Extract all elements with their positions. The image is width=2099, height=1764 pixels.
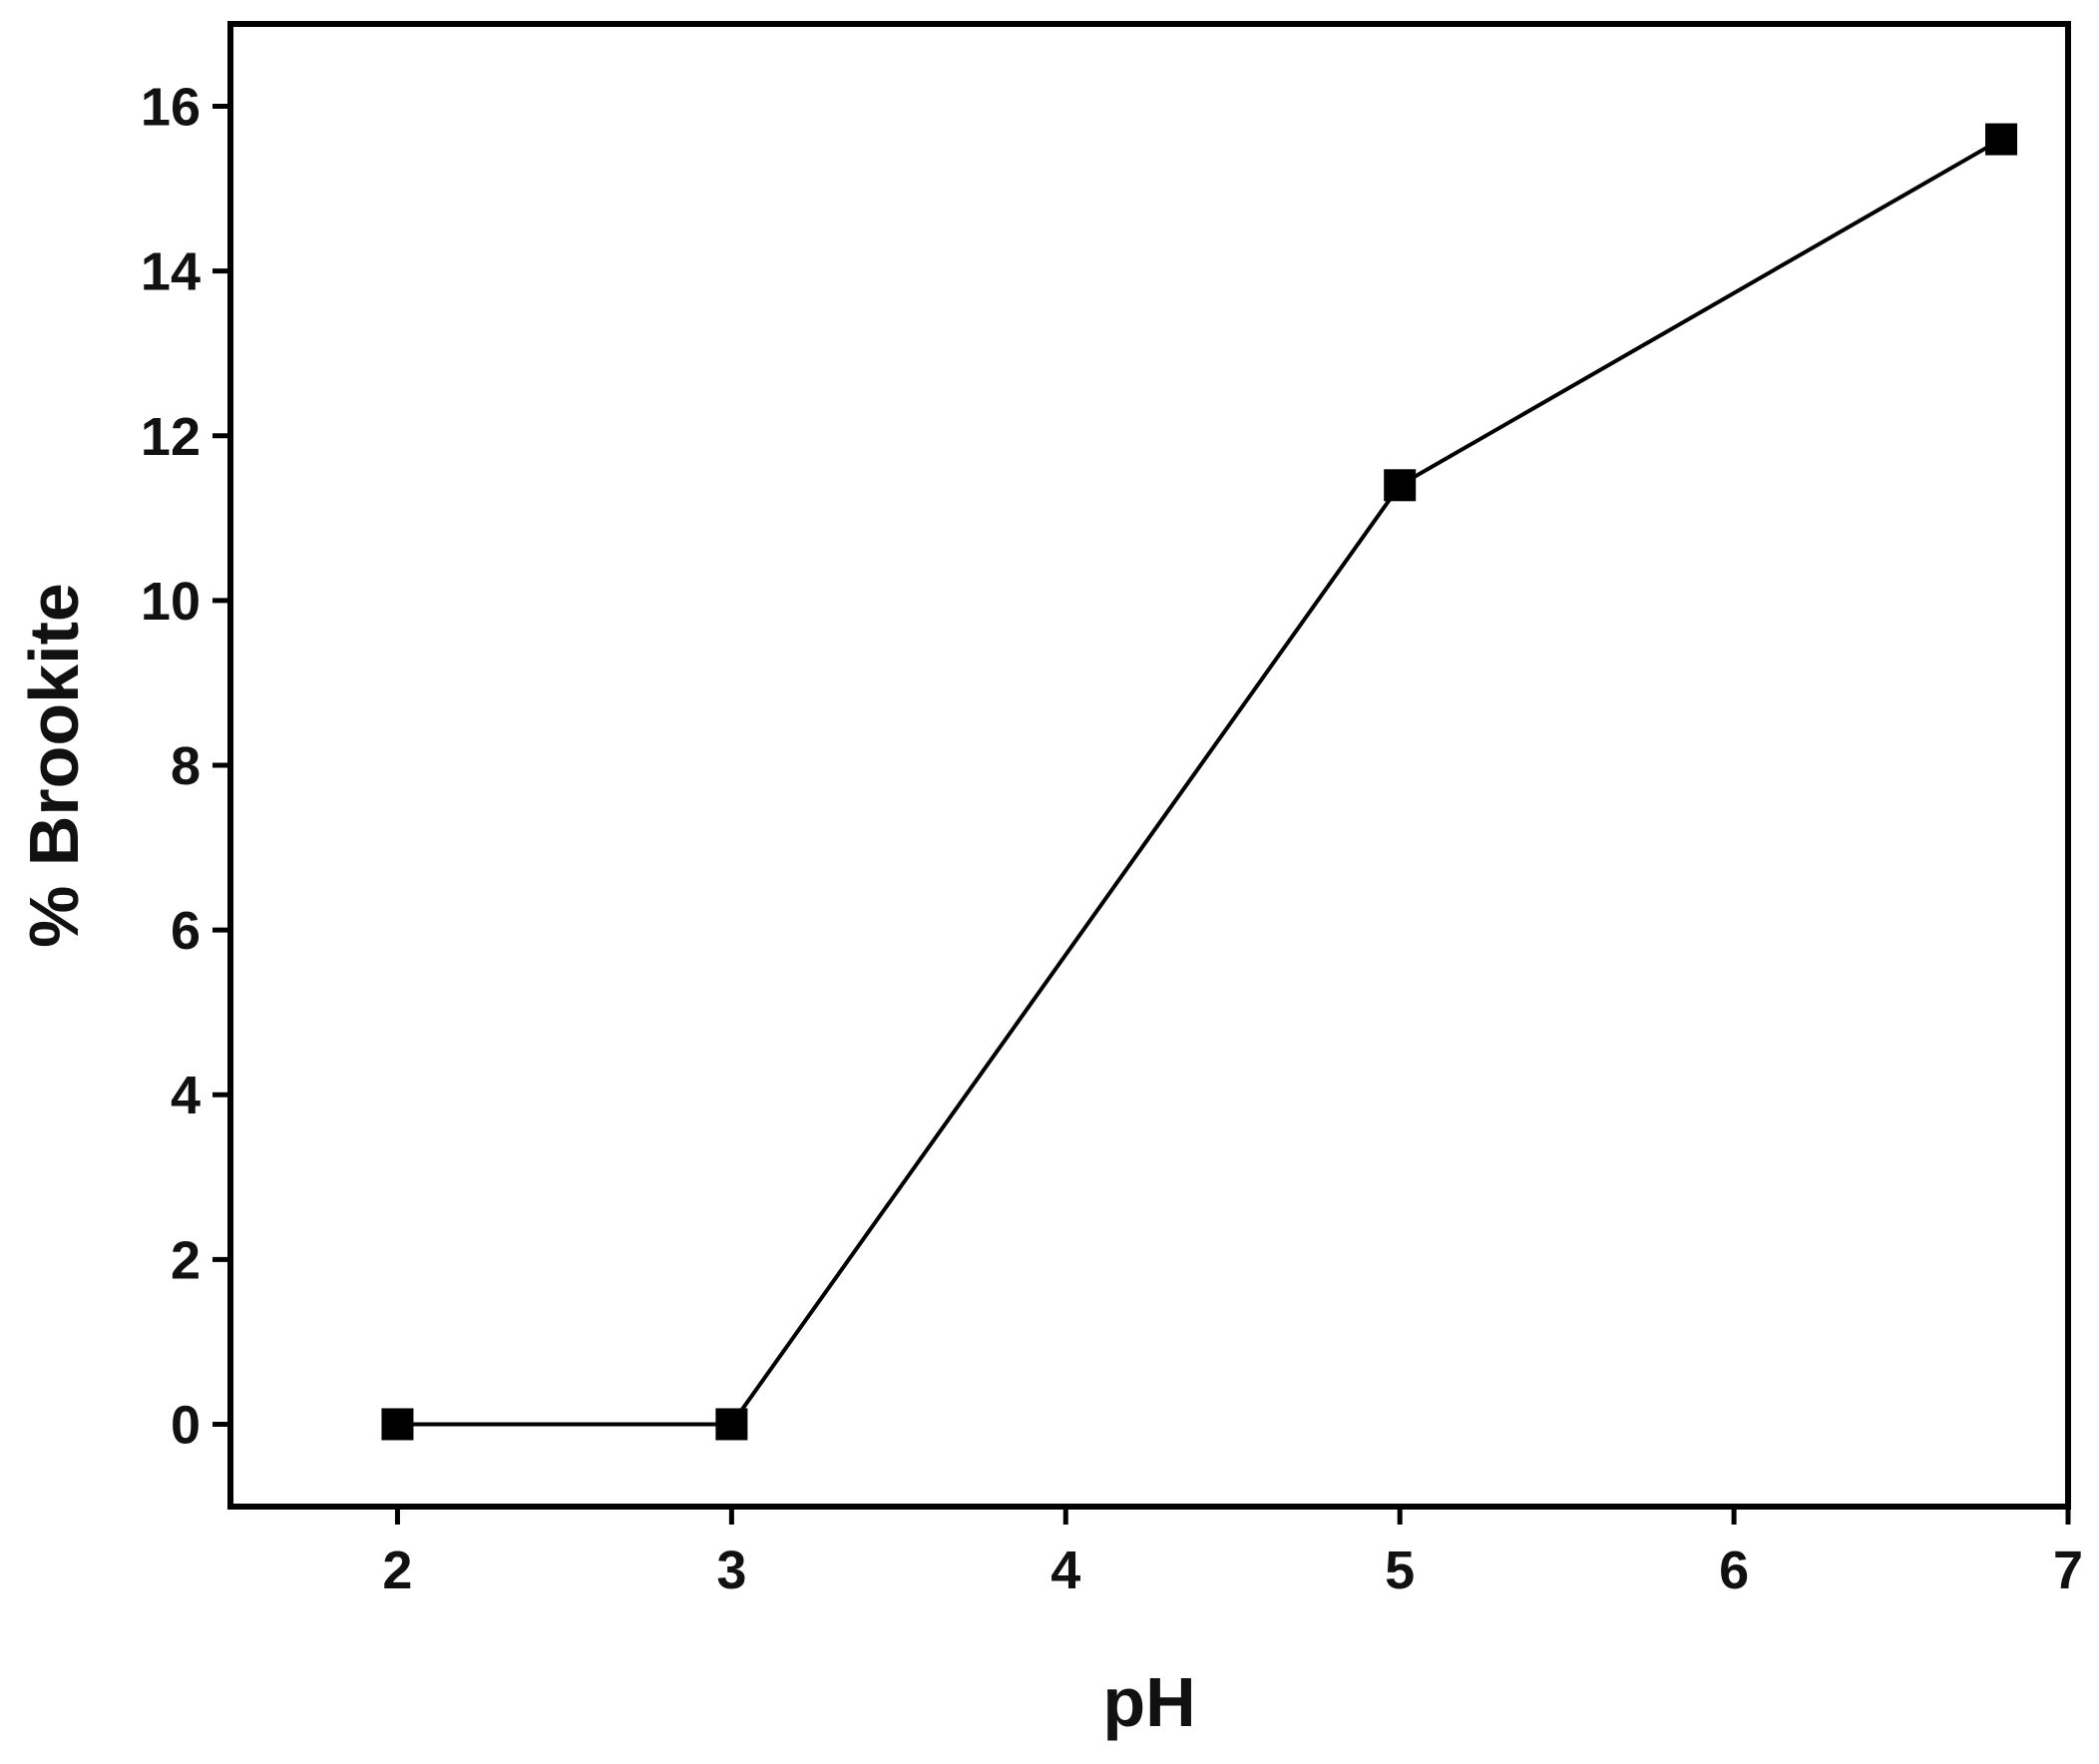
x-tick-label: 4 — [1050, 1541, 1080, 1600]
marker — [1384, 469, 1417, 502]
y-tick-label: 2 — [171, 1230, 201, 1290]
marker — [1985, 123, 2018, 156]
y-tick-label: 4 — [171, 1066, 201, 1125]
y-tick-label: 16 — [141, 78, 201, 138]
y-tick-label: 14 — [141, 242, 201, 302]
x-tick-label: 3 — [716, 1541, 746, 1600]
line — [397, 137, 2003, 1427]
plot-frame — [227, 21, 2071, 1510]
marker — [715, 1408, 748, 1441]
x-tick-label: 2 — [382, 1541, 412, 1600]
y-tick-label: 6 — [171, 901, 201, 961]
x-tick-label: 6 — [1719, 1541, 1749, 1600]
y-tick-label: 10 — [141, 572, 201, 632]
x-tick-label: 7 — [2053, 1541, 2083, 1600]
x-axis-label: pH — [1102, 1663, 1195, 1741]
y-axis-label: % Brookite — [15, 583, 93, 948]
y-tick-label: 12 — [141, 407, 201, 467]
y-tick-label: 8 — [171, 736, 201, 796]
x-tick-label: 5 — [1385, 1541, 1415, 1600]
y-tick-label: 0 — [171, 1395, 201, 1455]
marker — [381, 1408, 414, 1441]
